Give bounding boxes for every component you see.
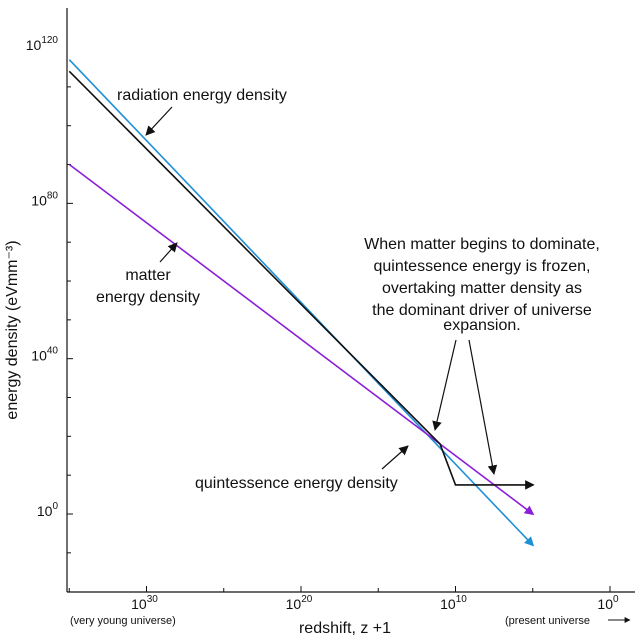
y-tick-label-exponent: 0 [52, 501, 58, 512]
annotation-note-arrow-2 [468, 339, 498, 475]
y-tick-label-exponent: 40 [47, 346, 59, 357]
series-line-matter [68, 163, 535, 516]
y-tick-label: 1040 [31, 346, 58, 364]
x-tick-label: 100 [597, 594, 619, 612]
x-tick-label-base: 10 [597, 596, 613, 612]
annotation-radiation-arrow [145, 106, 173, 136]
annotation-radiation: radiation energy density [117, 87, 287, 136]
y-tick-label-base: 10 [37, 503, 53, 519]
x-end-label-right: (present universe [505, 615, 590, 627]
x-axis-title: redshift, z +1 [299, 620, 391, 637]
annotation-note-line1: When matter begins to dominate, [364, 236, 600, 253]
y-tick-label: 100 [37, 501, 59, 519]
y-tick-label-base: 10 [26, 37, 42, 53]
annotation-note-line5: expansion. [443, 317, 520, 334]
y-tick-label-exponent: 120 [41, 35, 58, 46]
annotation-matter-arrow [159, 242, 178, 263]
annotation-quintessence-arrow [381, 445, 409, 470]
x-tick-label: 1030 [131, 594, 158, 612]
series-line-radiation [68, 59, 535, 547]
annotation-note: When matter begins to dominate, quintess… [364, 236, 600, 475]
x-tick-label-exponent: 10 [456, 594, 468, 605]
annotation-quintessence-text: quintessence energy density [195, 475, 398, 492]
x-tick-label-exponent: 30 [147, 594, 159, 605]
x-tick-label-base: 10 [440, 596, 456, 612]
annotation-radiation-text: radiation energy density [117, 87, 287, 104]
series-line-quintessence [68, 70, 535, 490]
y-tick-label-exponent: 80 [47, 190, 59, 201]
annotation-note-arrow-1 [432, 339, 457, 431]
y-tick-label: 10120 [26, 35, 59, 53]
y-axis-title: energy density (eVmm⁻³) [4, 240, 21, 419]
x-tick-label-base: 10 [131, 596, 147, 612]
annotation-note-line4: the dominant driver of universe [372, 302, 592, 319]
x-tick-label-exponent: 0 [613, 594, 619, 605]
x-tick-label: 1020 [286, 594, 313, 612]
series-layer [68, 59, 535, 547]
x-tick-label-base: 10 [286, 596, 302, 612]
annotation-matter-line1: matter [125, 267, 171, 284]
annotation-matter: matter energy density [96, 242, 200, 306]
annotation-note-line3: overtaking matter density as [382, 280, 582, 297]
y-tick-label: 1080 [31, 190, 58, 208]
x-end-label-left: (very young universe) [70, 615, 176, 627]
y-tick-label-base: 10 [31, 192, 47, 208]
annotation-note-line2: quintessence energy is frozen, [373, 258, 590, 275]
annotation-matter-line2: energy density [96, 289, 200, 306]
tick-marks [67, 86, 611, 592]
x-tick-label: 1010 [440, 594, 467, 612]
x-tick-label-exponent: 20 [301, 594, 313, 605]
annotation-quintessence: quintessence energy density [195, 445, 409, 492]
y-tick-label-base: 10 [31, 348, 47, 364]
